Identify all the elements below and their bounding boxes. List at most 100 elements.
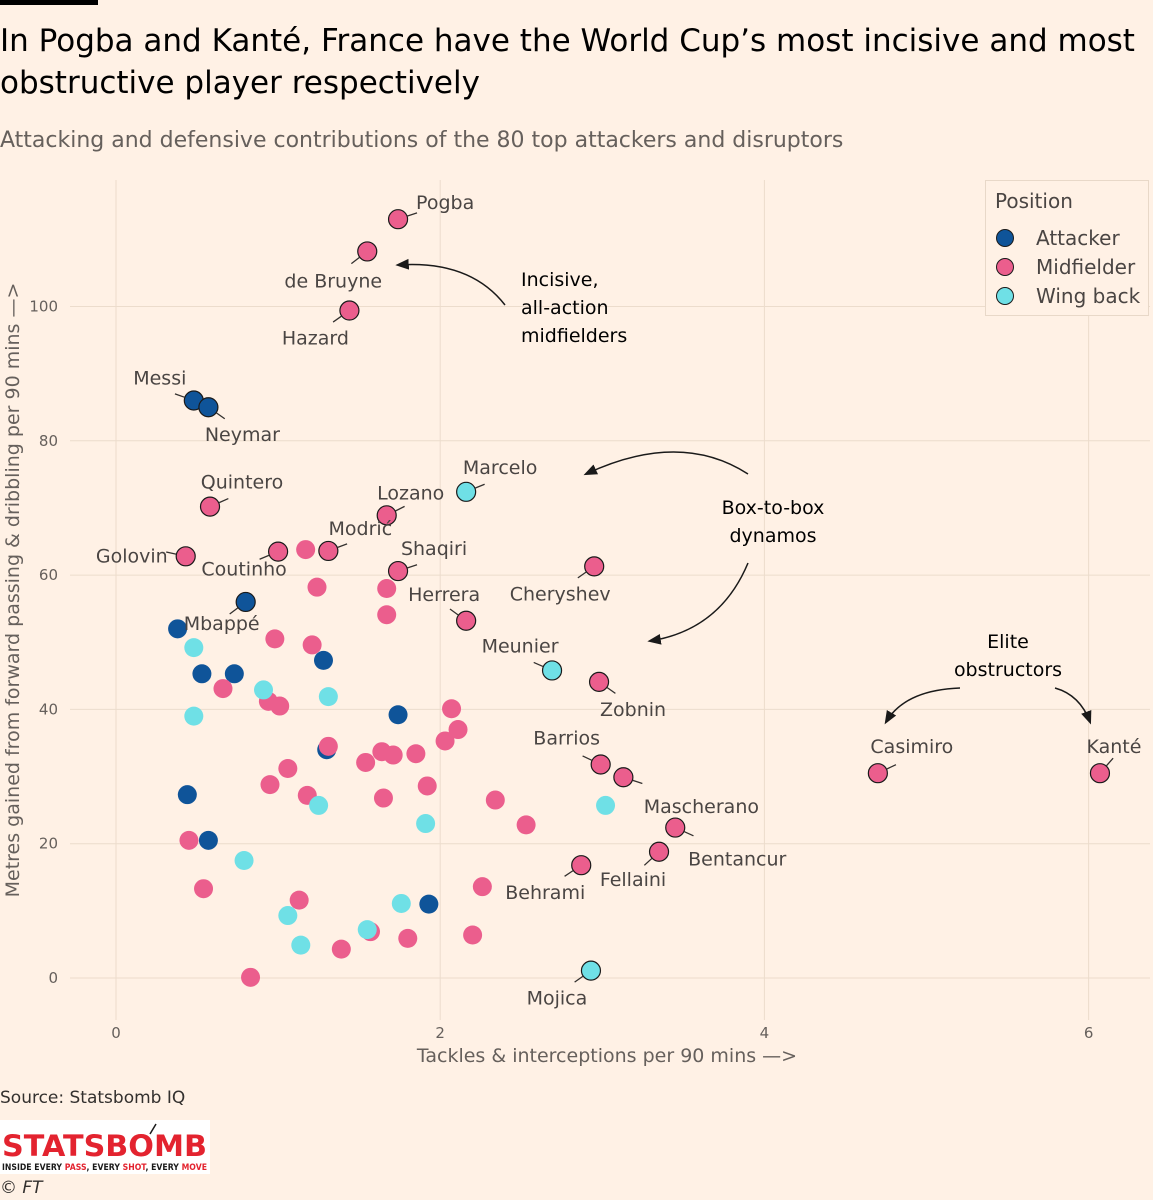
legend-swatch-midfielder (996, 258, 1014, 276)
statsbomb-logo: STATSBOMB INSIDE EVERY PASS, EVERY SHOT,… (0, 1120, 210, 1174)
point-wing-back (278, 906, 298, 926)
label-hazard: Hazard (282, 328, 349, 350)
chart-title: In Pogba and Kanté, France have the Worl… (0, 23, 1135, 101)
point-midfielder (417, 776, 437, 796)
y-tick-label: 80 (39, 432, 58, 450)
leader-de-bruyne (350, 256, 360, 265)
annotation-2-line-1: Box-to-box (722, 497, 825, 519)
point-behrami (571, 855, 592, 876)
label-modric: Modrić (329, 518, 393, 540)
scatter-chart: 0 20 40 60 80 100 0 2 4 6 Tackles & interceptions … (2, 180, 1150, 1067)
point-midfielder (383, 745, 403, 765)
label-bentancur: Bentancur (688, 849, 786, 871)
label-de-bruyne: de Bruyne (284, 270, 382, 292)
point-midfielder (442, 699, 462, 719)
leader-zobnin (606, 687, 616, 694)
point-midfielder (296, 540, 316, 560)
y-tick-label: 60 (39, 566, 58, 584)
leader-mascherano (632, 779, 643, 785)
annotation-arrow-5 (1054, 687, 1092, 725)
annotation-3-line-1: Elite (987, 631, 1029, 653)
point-midfielder (194, 879, 214, 899)
label-casimiro: Casimiro (870, 736, 953, 758)
point-midfielder (331, 939, 351, 959)
grid (70, 180, 1150, 1020)
point-neymar (198, 397, 219, 418)
point-bentancur (665, 817, 686, 838)
svg-text:STATSBOMB: STATSBOMB (2, 1129, 207, 1163)
point-midfielder (289, 890, 309, 910)
copyright: © FT (0, 1178, 43, 1198)
point-midfielder (435, 731, 455, 751)
point-attacker (192, 664, 212, 684)
point-attacker (198, 830, 218, 850)
annotation-arrow-3 (647, 562, 749, 645)
leader-pogba (407, 212, 418, 217)
point-wing-back (291, 935, 311, 955)
label-behrami: Behrami (505, 882, 585, 904)
legend-swatch-attacker (996, 229, 1014, 247)
y-tick-label: 100 (29, 298, 58, 316)
x-tick-label: 0 (111, 1024, 121, 1042)
annotation-2-line-2: dynamos (729, 525, 816, 547)
label-cheryshev: Cheryshev (510, 583, 611, 605)
point-wing-back (596, 795, 616, 815)
point-midfielder (307, 577, 327, 597)
leader-bentancur (684, 831, 694, 837)
point-midfielder (318, 736, 338, 756)
point-labels: Messi Neymar Mbappé Pogba de Bruyne Hazard Qui… (96, 192, 1142, 1009)
point-midfielder (448, 720, 468, 740)
label-marcelo: Marcelo (463, 457, 537, 479)
annotation-3-line-2: obstructors (954, 659, 1062, 681)
x-tick-label: 6 (1084, 1024, 1094, 1042)
point-midfielder (179, 830, 199, 850)
legend-label-attacker: Attacker (1036, 226, 1120, 250)
point-attacker (313, 650, 333, 670)
label-barrios: Barrios (533, 727, 600, 749)
leader-casimiro (886, 764, 897, 770)
y-tick-label: 0 (48, 969, 58, 987)
label-mbappe: Mbappé (184, 613, 260, 635)
point-attacker (168, 619, 188, 639)
point-wing-back (234, 850, 254, 870)
point-pogba (387, 209, 409, 230)
label-meunier: Meunier (482, 635, 559, 657)
y-tick-label: 20 (39, 835, 58, 853)
point-modric (318, 540, 339, 562)
point-mojica (580, 960, 602, 981)
point-midfielder (356, 752, 376, 772)
point-wing-back (184, 706, 204, 726)
point-attacker (419, 894, 439, 914)
label-zobnin: Zobnin (600, 699, 666, 721)
y-tick-label: 40 (39, 700, 58, 718)
leader-neymar (216, 412, 226, 420)
annotation-arrow-4 (884, 687, 961, 725)
point-midfielder (377, 605, 397, 625)
point-zobnin (588, 671, 610, 692)
annotation-arrow-2 (583, 451, 749, 476)
point-wing-back (184, 638, 204, 658)
point-meunier (541, 660, 563, 681)
point-mascherano (613, 767, 634, 788)
point-midfielder (302, 635, 322, 655)
label-mascherano: Mascherano (644, 796, 759, 818)
x-tick-label: 4 (760, 1024, 770, 1042)
leader-marcelo (475, 483, 485, 489)
annotation-arrow-1 (395, 258, 506, 306)
point-wing-back (391, 893, 411, 913)
label-neymar: Neymar (205, 424, 280, 446)
point-midfielder (270, 696, 290, 716)
label-fellaini: Fellaini (600, 869, 666, 891)
legend-swatch-wingback (996, 287, 1014, 305)
label-messi: Messi (133, 368, 186, 390)
label-coutinho: Coutinho (201, 559, 286, 581)
point-midfielder (260, 775, 280, 795)
source-note: Source: Statsbomb IQ (0, 1088, 186, 1108)
y-axis-title: Metres gained from forward passing & dri… (2, 283, 24, 898)
point-barrios (590, 754, 611, 775)
point-midfielder (265, 629, 285, 649)
leader-quintero (218, 497, 229, 504)
label-herrera: Herrera (408, 584, 480, 606)
leader-meunier (533, 661, 544, 668)
leader-mojica (574, 975, 584, 983)
